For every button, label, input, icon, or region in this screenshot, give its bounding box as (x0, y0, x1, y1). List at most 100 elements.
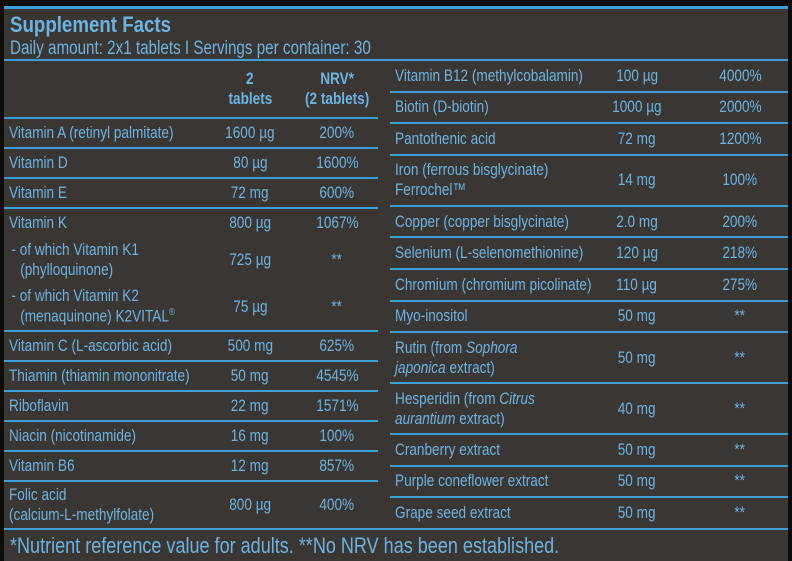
nrv-header-line1: NRV* (320, 68, 354, 88)
table-row: Hesperidin (from Citrus aurantium extract… (390, 384, 788, 436)
amount-cell: 22 mg (231, 395, 269, 415)
column-gap (378, 61, 390, 528)
nutrient-name-cell: Vitamin E (9, 183, 67, 203)
page-title: Supplement Facts (10, 12, 782, 38)
amount-cell: 50 mg (618, 503, 656, 523)
label-panel: Supplement Facts Daily amount: 2x1 table… (4, 6, 788, 561)
table-row: Niacin (nicotinamide) 16 mg 100% (4, 422, 378, 452)
nrv-header-cell: NRV* (2 tablets) (296, 69, 378, 109)
amount-header-line2: tablets (228, 89, 272, 109)
amount-cell: 110 µg (616, 274, 658, 294)
nrv-cell: 200% (722, 211, 758, 231)
table-columns: 2 tablets NRV* (2 tablets) Vitamin A (re… (4, 61, 788, 528)
amount-header-cell: 2 tablets (204, 69, 296, 109)
amount-cell: 120 µg (616, 243, 658, 263)
table-row: Purple coneflower extract 50 mg ** (390, 467, 788, 499)
nutrient-name-cell: Grape seed extract (395, 503, 511, 523)
nutrient-name-cell: Folic acid (calcium-L-methylfolate) (9, 484, 155, 524)
nutrient-name-cell: Chromium (chromium picolinate) (395, 274, 592, 294)
nutrient-name-cell: Cranberry extract (395, 439, 501, 459)
nrv-cell: 275% (722, 274, 758, 294)
nrv-cell: ** (734, 471, 746, 491)
nrv-cell: ** (734, 398, 746, 418)
nutrient-name-cell: Vitamin B6 (9, 455, 75, 475)
amount-cell: 800 µg (229, 213, 271, 233)
amount-cell: 14 mg (618, 170, 656, 190)
table-row: Riboflavin 22 mg 1571% (4, 392, 378, 422)
nutrient-name-cell: Purple coneflower extract (395, 471, 549, 491)
table-row: - of which Vitamin K2 (menaquinone) K2VIT… (4, 283, 378, 332)
amount-cell: 40 mg (618, 398, 656, 418)
nrv-cell: 400% (319, 494, 355, 514)
table-row: Myo-inositol 50 mg ** (390, 302, 788, 334)
nrv-cell: 857% (319, 455, 355, 475)
nutrient-name-cell: Riboflavin (9, 395, 69, 415)
nutrient-name-cell: Thiamin (thiamin mononitrate) (9, 365, 190, 385)
amount-cell: 725 µg (229, 250, 271, 270)
table-row: Vitamin B6 12 mg 857% (4, 452, 378, 482)
table-row: Folic acid (calcium-L-methylfolate) 800 µg… (4, 482, 378, 528)
amount-cell: 50 mg (618, 439, 656, 459)
column-header-row: 2 tablets NRV* (2 tablets) (4, 61, 378, 120)
nrv-cell: 1067% (315, 213, 359, 233)
nutrient-name-cell: Vitamin A (retinyl palmitate) (9, 123, 174, 143)
amount-cell: 72 mg (618, 129, 656, 149)
table-row: Copper (copper bisglycinate) 2.0 mg 200% (390, 207, 788, 239)
nrv-cell: ** (734, 503, 746, 523)
amount-cell: 75 µg (232, 296, 268, 316)
amount-cell: 12 mg (231, 455, 269, 475)
nrv-cell: ** (734, 439, 746, 459)
amount-cell: 2.0 mg (616, 211, 658, 231)
nutrient-name-cell: Pantothenic acid (395, 129, 496, 149)
footnote-text: *Nutrient reference value for adults. **… (10, 533, 560, 558)
nrv-cell: 2000% (718, 97, 762, 117)
table-row: - of which Vitamin K1 (phylloquinone) 725 … (4, 237, 378, 283)
nrv-header-line2: (2 tablets) (304, 89, 370, 109)
nrv-cell: 4000% (718, 65, 762, 85)
amount-cell: 1600 µg (225, 123, 275, 143)
table-row: Pantothenic acid 72 mg 1200% (390, 124, 788, 156)
nrv-cell: 100% (319, 425, 355, 445)
table-row: Vitamin A (retinyl palmitate) 1600 µg 200% (4, 119, 378, 150)
table-row: Selenium (L-selenomethionine) 120 µg 218% (390, 238, 788, 271)
nrv-cell: 1600% (315, 153, 359, 173)
table-row: Rutin (from Sophora japonica extract) 50 m… (390, 333, 788, 385)
table-row: Vitamin D 80 µg 1600% (4, 149, 378, 180)
table-row: Thiamin (thiamin mononitrate) 50 mg 4545% (4, 362, 378, 392)
amount-cell: 500 mg (227, 335, 273, 355)
nrv-cell: 1571% (315, 395, 359, 415)
nutrient-name-cell: - of which Vitamin K1 (phylloquinone) (11, 240, 139, 280)
nutrient-name-cell: Vitamin C (L-ascorbic acid) (9, 335, 173, 355)
nrv-cell: 200% (319, 123, 355, 143)
nrv-cell: 4545% (315, 365, 359, 385)
daily-amount-text: Daily amount: 2x1 tablets I Servings per… (10, 38, 371, 59)
nutrient-name-cell: Iron (ferrous bisglycinate) Ferrochel™ (395, 160, 549, 200)
amount-cell: 80 µg (232, 153, 268, 173)
amount-cell: 72 mg (231, 183, 269, 203)
nrv-cell: ** (734, 347, 746, 367)
table-row: Grape seed extract 50 mg ** (390, 498, 788, 528)
nrv-cell: 218% (722, 243, 758, 263)
table-row: Vitamin K 800 µg 1067% (4, 209, 378, 237)
nutrient-name-cell: Rutin (from Sophora japonica extract) (395, 337, 518, 377)
label-header: Supplement Facts Daily amount: 2x1 table… (4, 9, 788, 61)
nutrient-name-cell: Vitamin B12 (methylcobalamin) (395, 65, 583, 85)
amount-cell: 100 µg (616, 65, 658, 85)
amount-cell: 50 mg (618, 347, 656, 367)
table-row: Cranberry extract 50 mg ** (390, 435, 788, 467)
nutrient-name-cell: Niacin (nicotinamide) (9, 425, 136, 445)
nrv-cell: 625% (319, 335, 355, 355)
table-row: Biotin (D-biotin) 1000 µg 2000% (390, 93, 788, 125)
amount-cell: 50 mg (618, 306, 656, 326)
nutrient-name-cell: Vitamin K (9, 213, 67, 233)
table-row: Iron (ferrous bisglycinate) Ferrochel™ 14 … (390, 156, 788, 207)
nutrient-name-cell: Hesperidin (from Citrus aurantium extract… (395, 388, 535, 428)
nutrient-name-cell: Vitamin D (9, 153, 68, 173)
nrv-cell: ** (331, 250, 343, 270)
table-row: Vitamin C (L-ascorbic acid) 500 mg 625% (4, 332, 378, 362)
nutrient-name-cell: Copper (copper bisglycinate) (395, 211, 569, 231)
left-table: 2 tablets NRV* (2 tablets) Vitamin A (re… (4, 61, 378, 528)
nrv-cell: 100% (722, 170, 758, 190)
daily-amount-line: Daily amount: 2x1 tablets I Servings per… (10, 38, 782, 60)
